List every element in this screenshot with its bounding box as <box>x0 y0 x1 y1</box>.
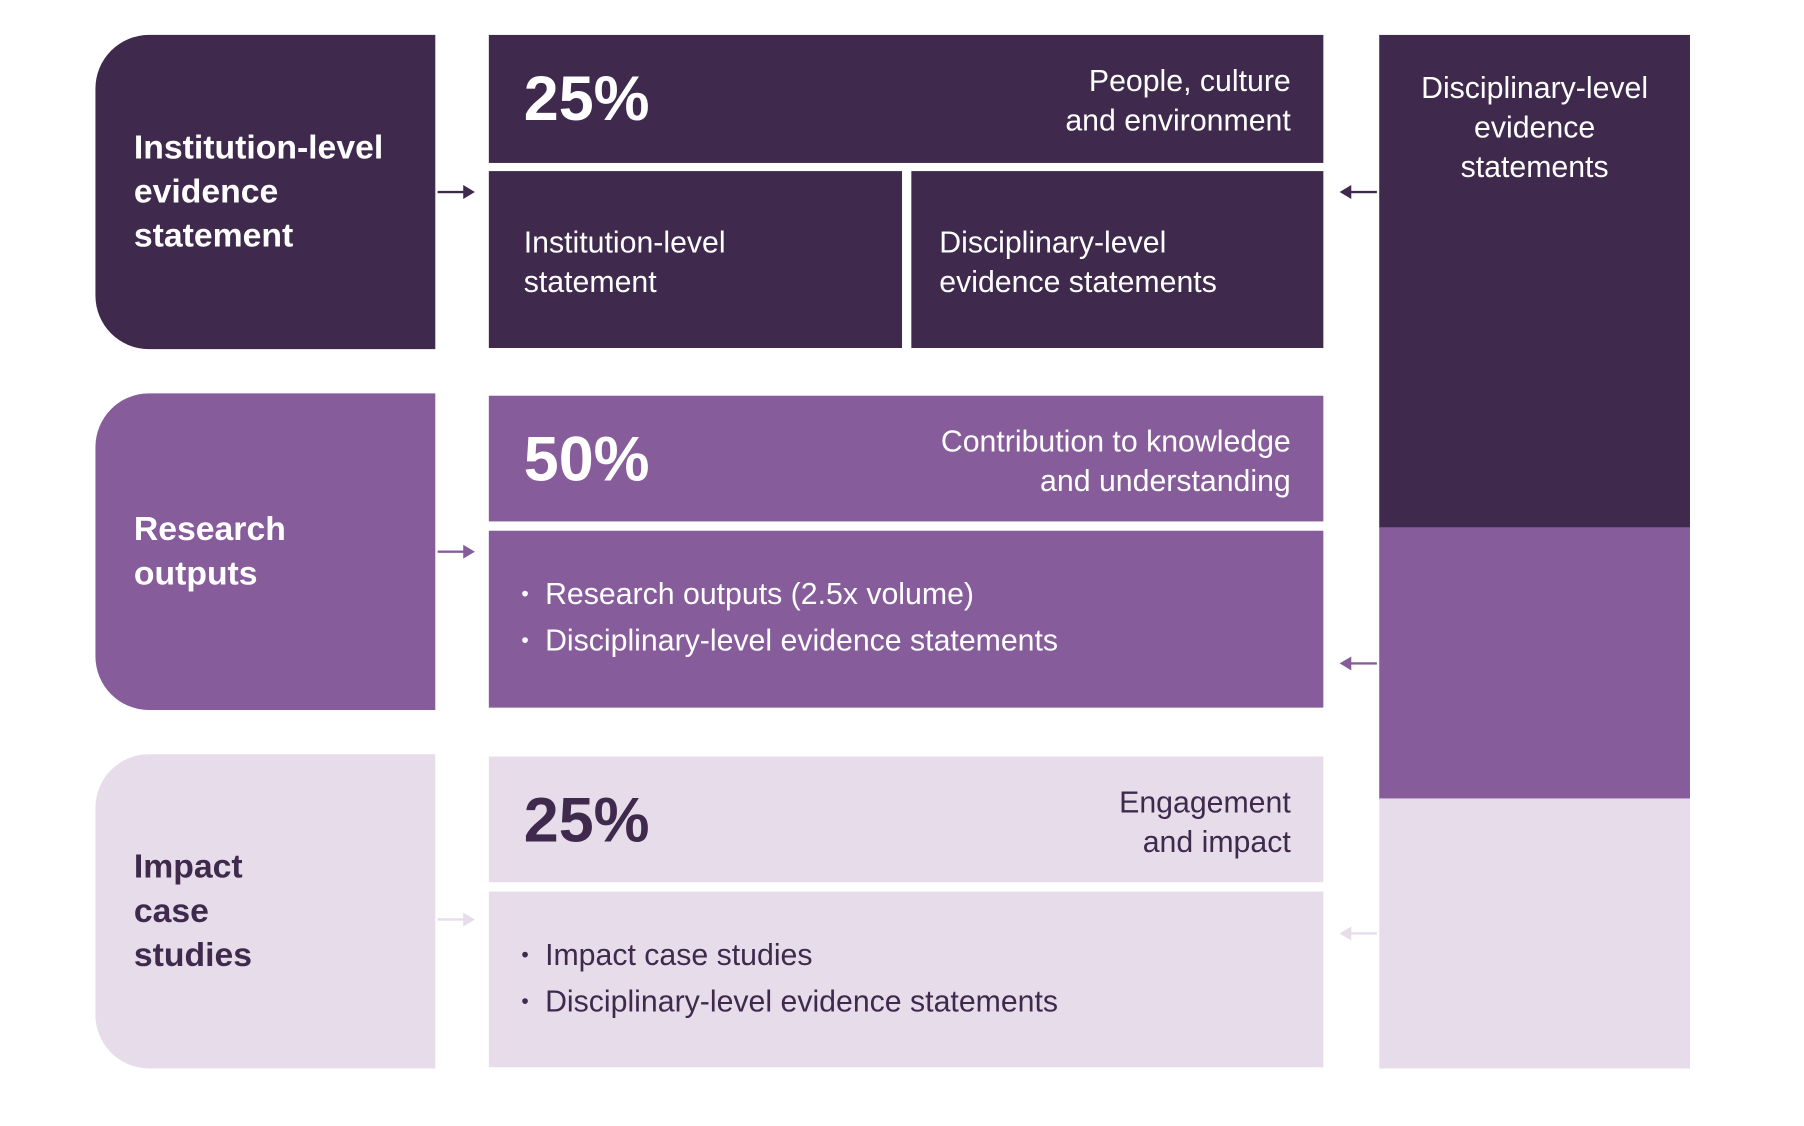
list-item: Disciplinary-level evidence statements <box>521 617 1323 664</box>
header-label: Contribution to knowledge and understand… <box>940 423 1291 499</box>
arrow-right-icon <box>437 185 475 200</box>
header-label: Engagement and impact <box>1119 784 1291 859</box>
bullet-list: Research outputs (2.5x volume)Disciplina… <box>521 570 1323 663</box>
header-box-engagement: 25% Engagement and impact <box>488 756 1324 883</box>
sub-box-disciplinary: Disciplinary-level evidence statements <box>911 171 1324 349</box>
header-box-people: 25% People, culture and environment <box>488 34 1324 163</box>
right-column-dark: Disciplinary-level evidence statements <box>1379 34 1690 529</box>
right-label: Disciplinary-level evidence statements <box>1421 69 1649 184</box>
right-column-light <box>1379 798 1690 1069</box>
left-box-institution: Institution-level evidence statement <box>95 34 436 350</box>
left-label: Institution-level evidence statement <box>133 129 384 255</box>
arrow-right-icon <box>437 544 475 559</box>
percent: 25% <box>523 785 650 856</box>
arrow-left-icon <box>1339 656 1377 671</box>
bullet-list: Impact case studiesDisciplinary-level ev… <box>521 931 1323 1024</box>
arrow-left-icon <box>1339 185 1377 200</box>
percent: 50% <box>523 424 650 495</box>
body-box-impact: Impact case studiesDisciplinary-level ev… <box>488 891 1324 1068</box>
left-label: Impact case studies <box>133 848 253 975</box>
right-column-mid <box>1379 527 1690 800</box>
left-box-research: Research outputs <box>95 393 436 710</box>
sub-label: Institution-level statement <box>523 224 726 300</box>
list-item: Disciplinary-level evidence statements <box>521 978 1323 1025</box>
percent: 25% <box>523 64 650 134</box>
header-label: People, culture and environment <box>1065 62 1291 138</box>
arrow-left-icon <box>1339 926 1377 941</box>
arrow-right-icon <box>437 912 475 927</box>
list-item: Impact case studies <box>521 931 1323 978</box>
sub-label: Disciplinary-level evidence statements <box>939 224 1217 300</box>
left-box-impact: Impact case studies <box>95 754 436 1069</box>
sub-box-institution: Institution-level statement <box>488 171 903 349</box>
left-label: Research outputs <box>133 510 286 593</box>
list-item: Research outputs (2.5x volume) <box>521 570 1323 617</box>
body-box-research: Research outputs (2.5x volume)Disciplina… <box>488 530 1324 708</box>
header-box-contribution: 50% Contribution to knowledge and unders… <box>488 395 1324 522</box>
